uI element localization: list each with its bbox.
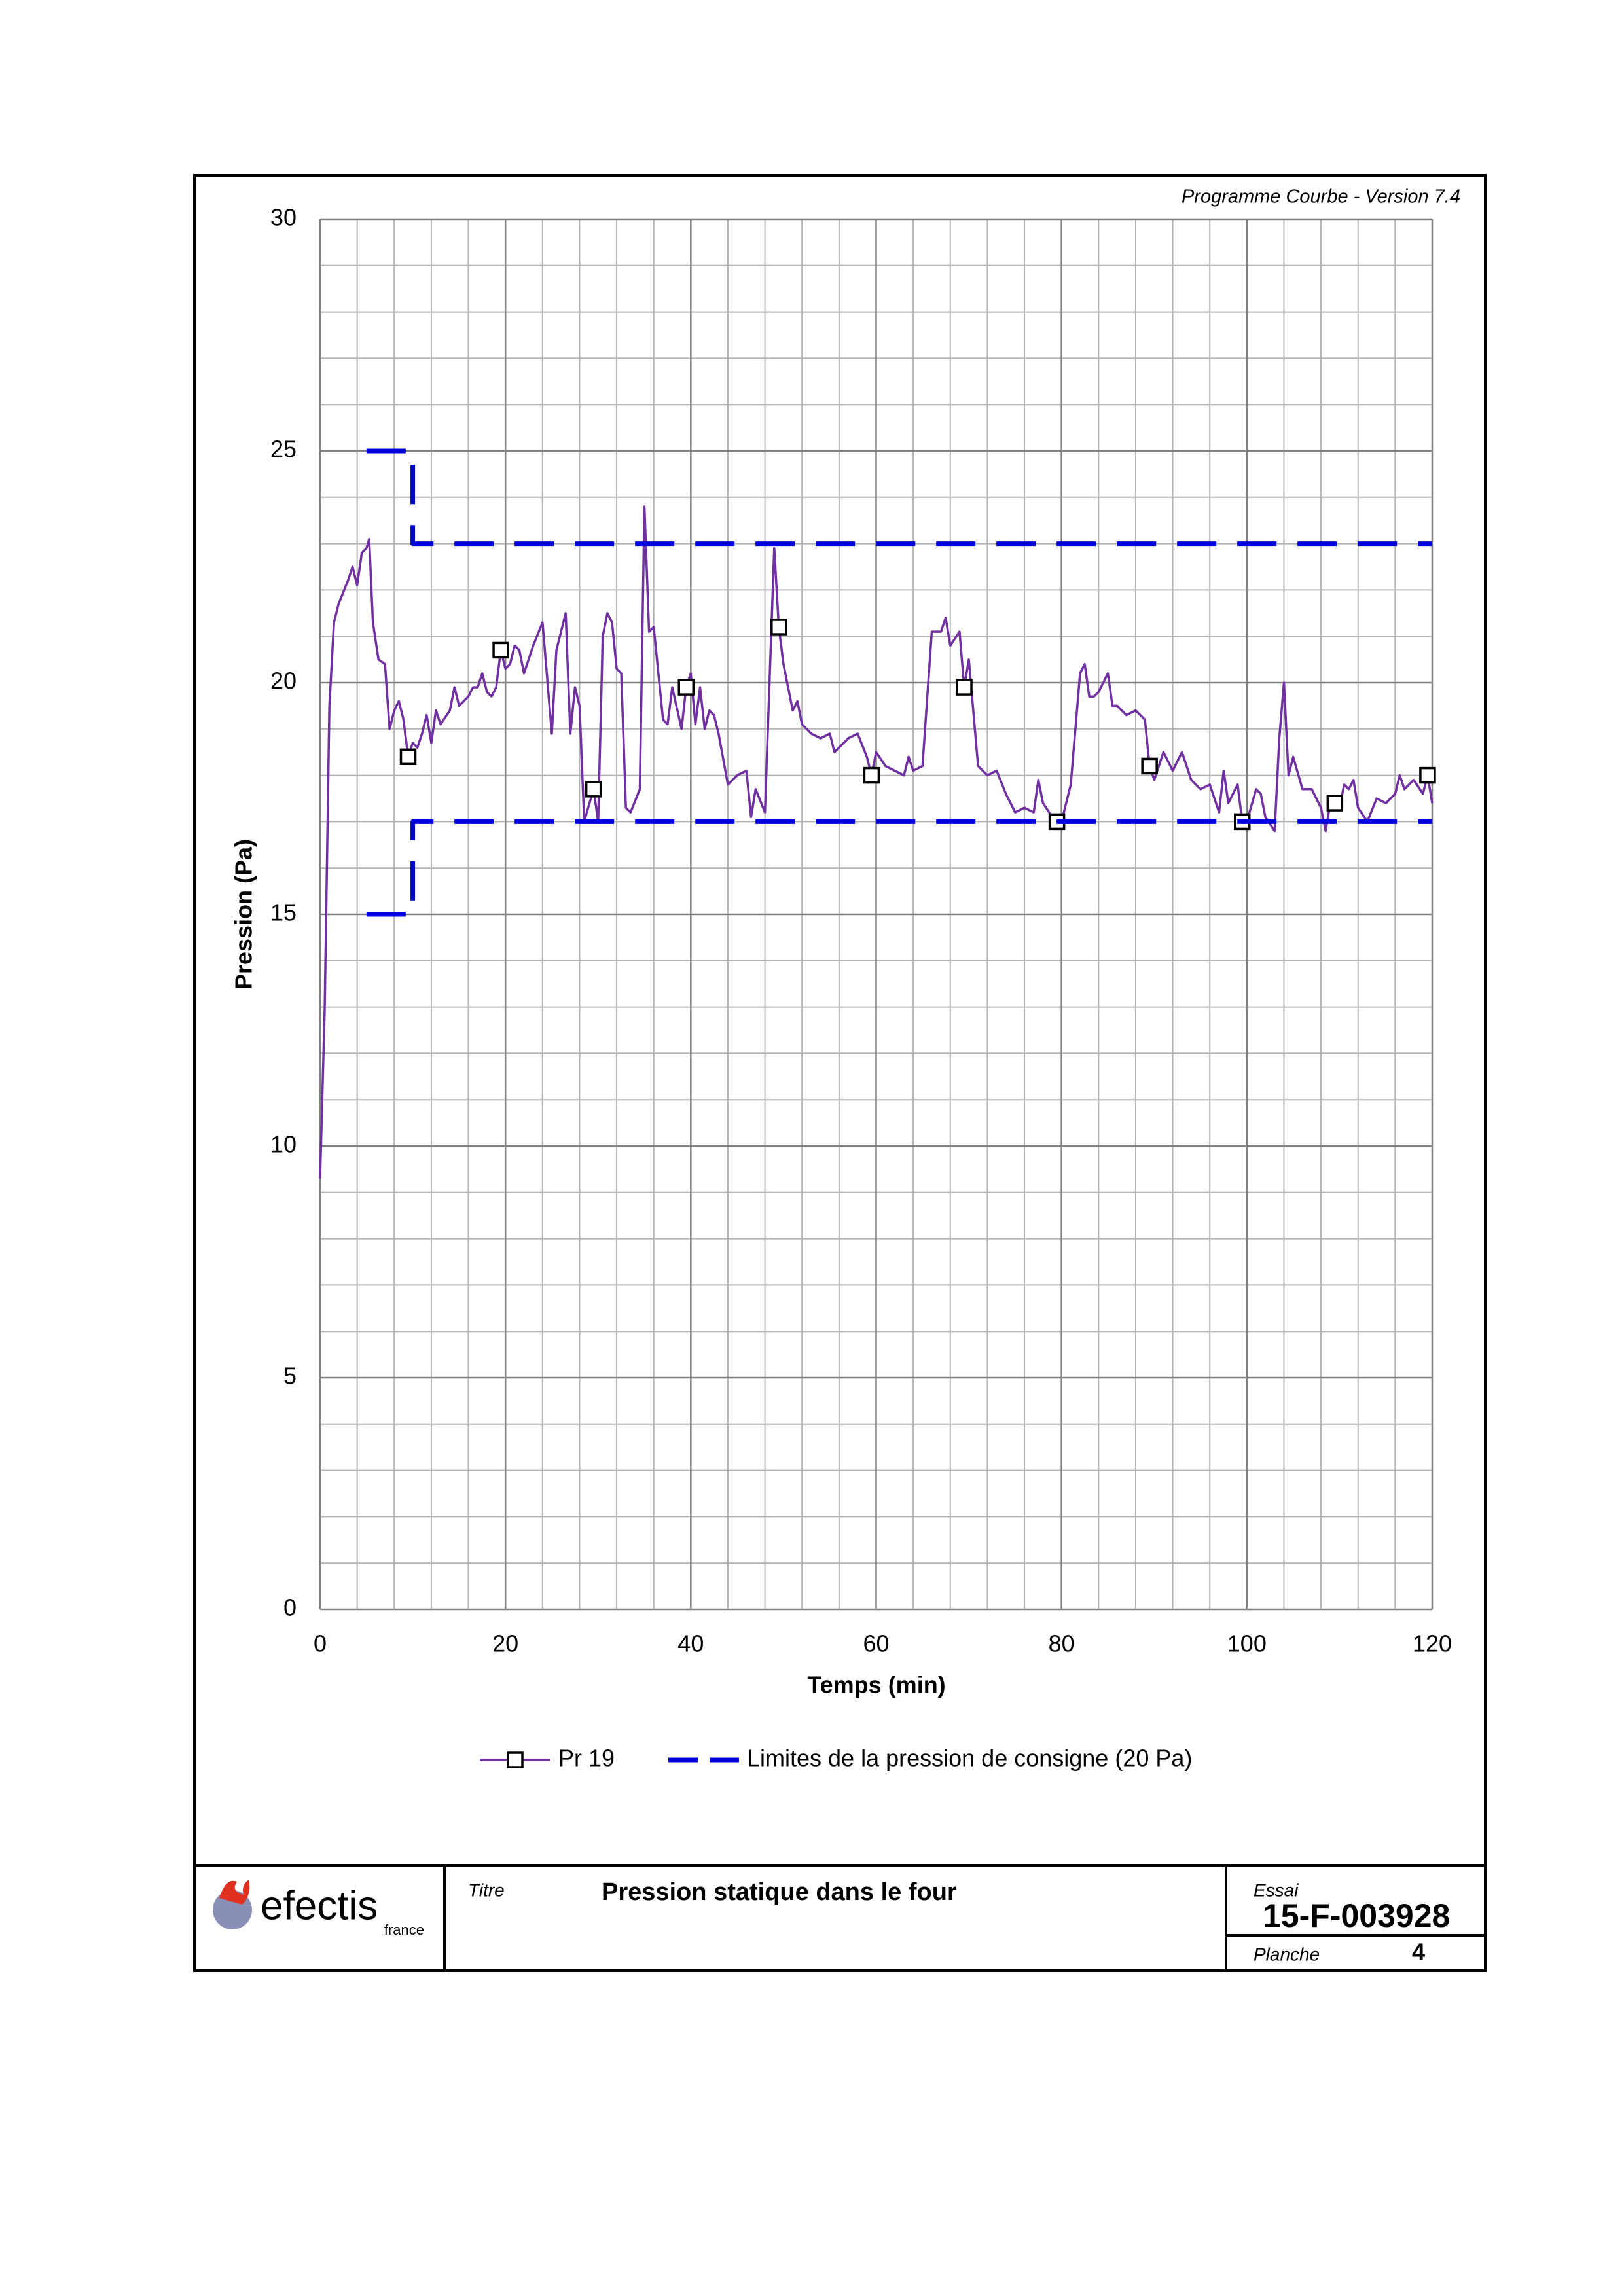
test-label: Essai — [1254, 1880, 1299, 1900]
y-tick-label: 25 — [270, 436, 297, 463]
test-id: 15-F-003928 — [1263, 1897, 1450, 1934]
x-axis-label: Temps (min) — [807, 1672, 945, 1698]
marker — [770, 619, 787, 636]
x-tick-label: 80 — [1049, 1630, 1075, 1657]
marker — [1326, 795, 1344, 812]
marker — [677, 679, 695, 696]
footer-title: Pression statique dans le four — [602, 1878, 957, 1906]
y-tick-label: 30 — [270, 204, 297, 231]
marker — [585, 781, 602, 798]
sheet-number: 4 — [1412, 1939, 1425, 1965]
y-tick-label: 0 — [283, 1594, 297, 1621]
x-tick-label: 100 — [1227, 1630, 1267, 1657]
legend-marker — [507, 1751, 524, 1768]
x-tick-label: 40 — [677, 1630, 704, 1657]
sheet-label: Planche — [1254, 1944, 1320, 1964]
marker — [492, 641, 509, 659]
marker — [863, 766, 880, 784]
marker — [956, 679, 973, 696]
logo: efectis france — [213, 1880, 424, 1938]
logo-flame — [219, 1880, 250, 1905]
marker — [399, 748, 417, 766]
version-note: Programme Courbe - Version 7.4 — [1182, 187, 1460, 207]
x-tick-label: 120 — [1413, 1630, 1452, 1657]
y-tick-label: 10 — [270, 1131, 297, 1158]
legend-label: Limites de la pression de consigne (20 P… — [747, 1745, 1192, 1772]
x-tick-label: 0 — [314, 1630, 327, 1657]
marker — [1141, 757, 1158, 775]
limit-line — [366, 448, 1432, 917]
title-label: Titre — [468, 1880, 505, 1900]
logo-subtext: france — [384, 1922, 424, 1938]
y-axis-label: Pression (Pa) — [230, 839, 257, 990]
marker — [1419, 766, 1436, 784]
logo-text: efectis — [261, 1883, 378, 1928]
y-tick-label: 5 — [283, 1363, 297, 1390]
y-tick-label: 15 — [270, 899, 297, 926]
x-tick-label: 60 — [863, 1630, 889, 1657]
legend-label: Pr 19 — [558, 1745, 615, 1772]
x-tick-label: 20 — [492, 1630, 518, 1657]
frame — [193, 174, 1487, 1972]
y-tick-label: 20 — [270, 668, 297, 694]
